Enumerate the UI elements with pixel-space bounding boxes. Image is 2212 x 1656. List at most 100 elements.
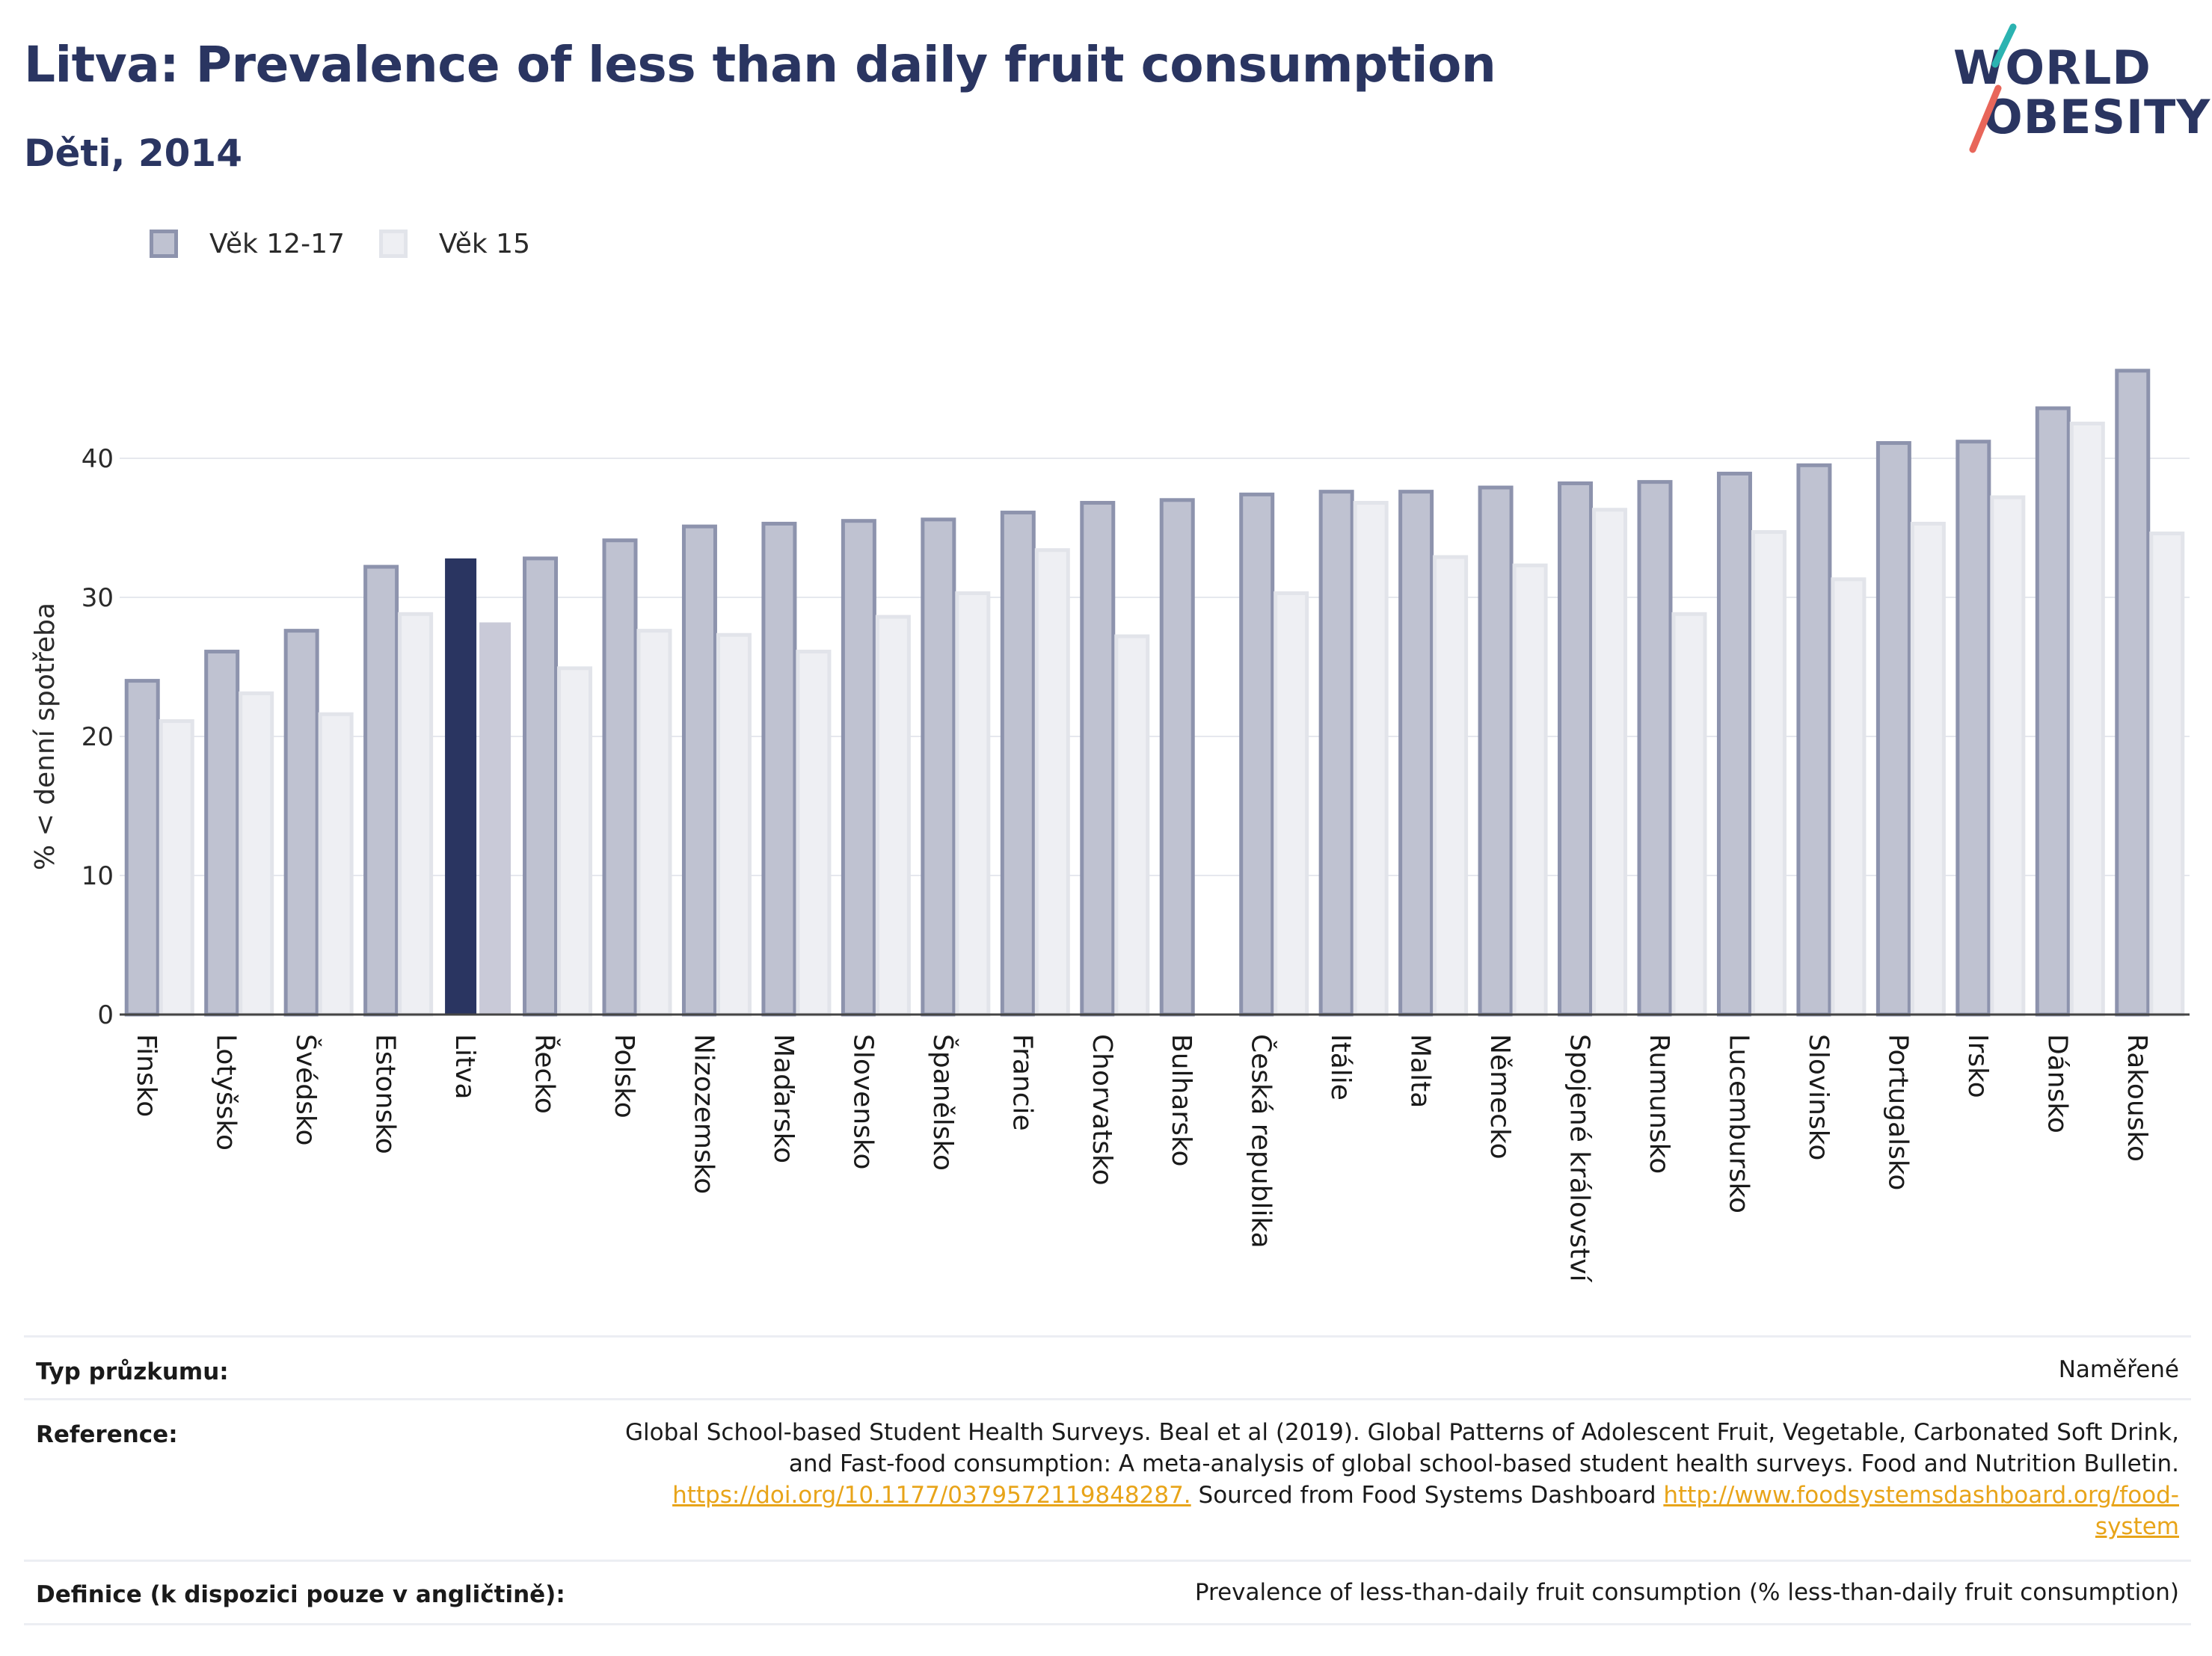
y-tick-label: 40 bbox=[82, 444, 114, 474]
x-tick-label: Maďarsko bbox=[768, 1034, 799, 1163]
bar-age-12-17 bbox=[283, 629, 319, 1017]
x-tick-label: Malta bbox=[1405, 1034, 1436, 1108]
bar-age-15 bbox=[2149, 531, 2185, 1017]
survey-type-label: Typ průzkumu: bbox=[36, 1358, 229, 1385]
bar-age-15 bbox=[1910, 521, 1946, 1017]
bar-age-12-17 bbox=[1318, 490, 1354, 1017]
bar-age-15 bbox=[1353, 501, 1389, 1017]
x-tick-label: Nizozemsko bbox=[688, 1034, 719, 1194]
y-tick-label: 30 bbox=[82, 583, 114, 613]
bar-age-15 bbox=[1990, 495, 2026, 1017]
bar-age-12-17 bbox=[1080, 501, 1116, 1017]
bar-age-12-17 bbox=[681, 524, 717, 1017]
logo-text-line2: OBESITY bbox=[1983, 90, 2211, 144]
definition-label: Definice (k dispozici pouze v angličtině… bbox=[36, 1581, 565, 1608]
survey-type-value: Naměřené bbox=[2058, 1356, 2179, 1383]
bar-age-15 bbox=[1274, 591, 1309, 1017]
logo-text-line1: WORLD bbox=[1953, 40, 2151, 95]
bar-age-15 bbox=[1114, 634, 1150, 1017]
bar-age-15 bbox=[479, 622, 511, 1015]
page-title: Litva: Prevalence of less than daily fru… bbox=[24, 36, 1496, 93]
reference-text-line2: and Fast-food consumption: A meta-analys… bbox=[788, 1450, 2179, 1477]
bar-age-15 bbox=[1592, 508, 1628, 1017]
bar-age-15 bbox=[2069, 422, 2105, 1017]
x-tick-label: Polsko bbox=[609, 1034, 639, 1118]
reference-mid-text: Sourced from Food Systems Dashboard bbox=[1191, 1482, 1664, 1509]
y-tick-label: 10 bbox=[82, 861, 114, 891]
x-tick-label: Spojené království bbox=[1564, 1034, 1595, 1283]
x-tick-label: Rakousko bbox=[2122, 1034, 2152, 1162]
x-tick-label: Lotyšsko bbox=[211, 1034, 242, 1151]
x-tick-label: Portugalsko bbox=[1882, 1034, 1913, 1190]
bar-age-15 bbox=[955, 591, 991, 1017]
x-tick-label: Španělsko bbox=[927, 1034, 959, 1171]
bar-age-15 bbox=[1512, 563, 1548, 1017]
bar-age-12-17 bbox=[1000, 511, 1036, 1017]
x-tick-label: Litva bbox=[449, 1034, 480, 1100]
bar-age-12-17 bbox=[602, 538, 638, 1017]
bar-age-12-17 bbox=[204, 650, 240, 1017]
chart-legend: Věk 12-17 Věk 15 bbox=[150, 221, 565, 266]
world-obesity-logo: WORLD OBESITY bbox=[1944, 22, 2210, 157]
food-systems-link-cont[interactable]: system bbox=[2095, 1513, 2179, 1540]
bar-age-12-17 bbox=[1716, 471, 1752, 1017]
x-tick-label: Bulharsko bbox=[1166, 1034, 1196, 1167]
x-tick-label: Slovinsko bbox=[1803, 1034, 1834, 1160]
x-tick-label: Slovensko bbox=[847, 1034, 878, 1170]
x-tick-label: Německo bbox=[1484, 1034, 1515, 1160]
bar-age-12-17 bbox=[1239, 492, 1275, 1017]
x-tick-label: Řecko bbox=[529, 1034, 561, 1114]
legend-item-age-15[interactable]: Věk 15 bbox=[378, 228, 530, 259]
bar-age-12-17 bbox=[1875, 441, 1911, 1017]
legend-label-age-12-17: Věk 12-17 bbox=[209, 228, 345, 259]
bar-age-15 bbox=[239, 691, 274, 1017]
bar-age-15 bbox=[875, 615, 911, 1017]
y-tick-label: 0 bbox=[97, 1000, 114, 1030]
table-row-definition: Definice (k dispozici pouze v angličtině… bbox=[24, 1560, 2191, 1625]
table-row-reference: Reference: Global School-based Student H… bbox=[24, 1398, 2191, 1560]
legend-label-age-15: Věk 15 bbox=[438, 228, 530, 259]
y-tick-label: 20 bbox=[82, 722, 114, 752]
x-tick-label: Lucembursko bbox=[1723, 1034, 1754, 1213]
x-tick-label: Česká republika bbox=[1246, 1034, 1277, 1249]
x-tick-label: Irsko bbox=[1962, 1034, 1993, 1098]
bar-age-12-17 bbox=[761, 521, 797, 1017]
bar-age-12-17 bbox=[921, 517, 956, 1017]
x-tick-label: Francie bbox=[1007, 1034, 1037, 1131]
x-tick-label: Dánsko bbox=[2042, 1034, 2072, 1133]
bar-age-12-17 bbox=[1398, 490, 1434, 1017]
bar-age-12-17 bbox=[1956, 440, 1991, 1017]
legend-item-age-12-17[interactable]: Věk 12-17 bbox=[150, 229, 345, 259]
bar-age-12-17 bbox=[1159, 498, 1195, 1017]
x-tick-label: Itálie bbox=[1325, 1034, 1356, 1101]
reference-text-line1: Global School-based Student Health Surve… bbox=[625, 1419, 2179, 1446]
bar-age-15 bbox=[159, 719, 194, 1017]
bar-age-12-17 bbox=[841, 519, 876, 1017]
x-tick-label: Švédsko bbox=[290, 1034, 322, 1146]
logo-slash-icon bbox=[1969, 23, 2017, 153]
bar-age-15 bbox=[1034, 548, 1070, 1017]
definition-value: Prevalence of less-than-daily fruit cons… bbox=[1194, 1579, 2179, 1606]
x-tick-label: Finsko bbox=[131, 1034, 162, 1117]
bar-age-15 bbox=[1751, 530, 1787, 1017]
legend-swatch-age-15 bbox=[378, 230, 408, 258]
reference-value: Global School-based Student Health Surve… bbox=[625, 1417, 2179, 1542]
bar-age-15 bbox=[796, 650, 832, 1017]
food-systems-link[interactable]: http://www.foodsystemsdashboard.org/food… bbox=[1663, 1482, 2179, 1509]
bar-age-15 bbox=[716, 632, 752, 1017]
bar-age-12-17 bbox=[445, 558, 477, 1015]
bar-age-12-17 bbox=[363, 564, 399, 1017]
reference-text-line3: https://doi.org/10.1177/0379572119848287… bbox=[625, 1480, 2179, 1511]
bar-age-15 bbox=[1831, 577, 1867, 1017]
bar-age-15 bbox=[557, 666, 593, 1017]
bar-age-15 bbox=[636, 629, 672, 1017]
bar-age-15 bbox=[1671, 612, 1707, 1017]
bar-age-15 bbox=[318, 712, 354, 1017]
doi-link[interactable]: https://doi.org/10.1177/0379572119848287… bbox=[672, 1482, 1191, 1509]
bar-chart: 0 10 20 30 40 % < denní spotřeba Finsko Lotyšsk… bbox=[30, 369, 2190, 1283]
legend-swatch-age-12-17 bbox=[150, 230, 178, 258]
bar-age-12-17 bbox=[523, 556, 559, 1017]
bar-age-12-17 bbox=[124, 679, 160, 1017]
bar-age-12-17 bbox=[1478, 485, 1514, 1017]
page-subtitle: Děti, 2014 bbox=[24, 132, 243, 175]
